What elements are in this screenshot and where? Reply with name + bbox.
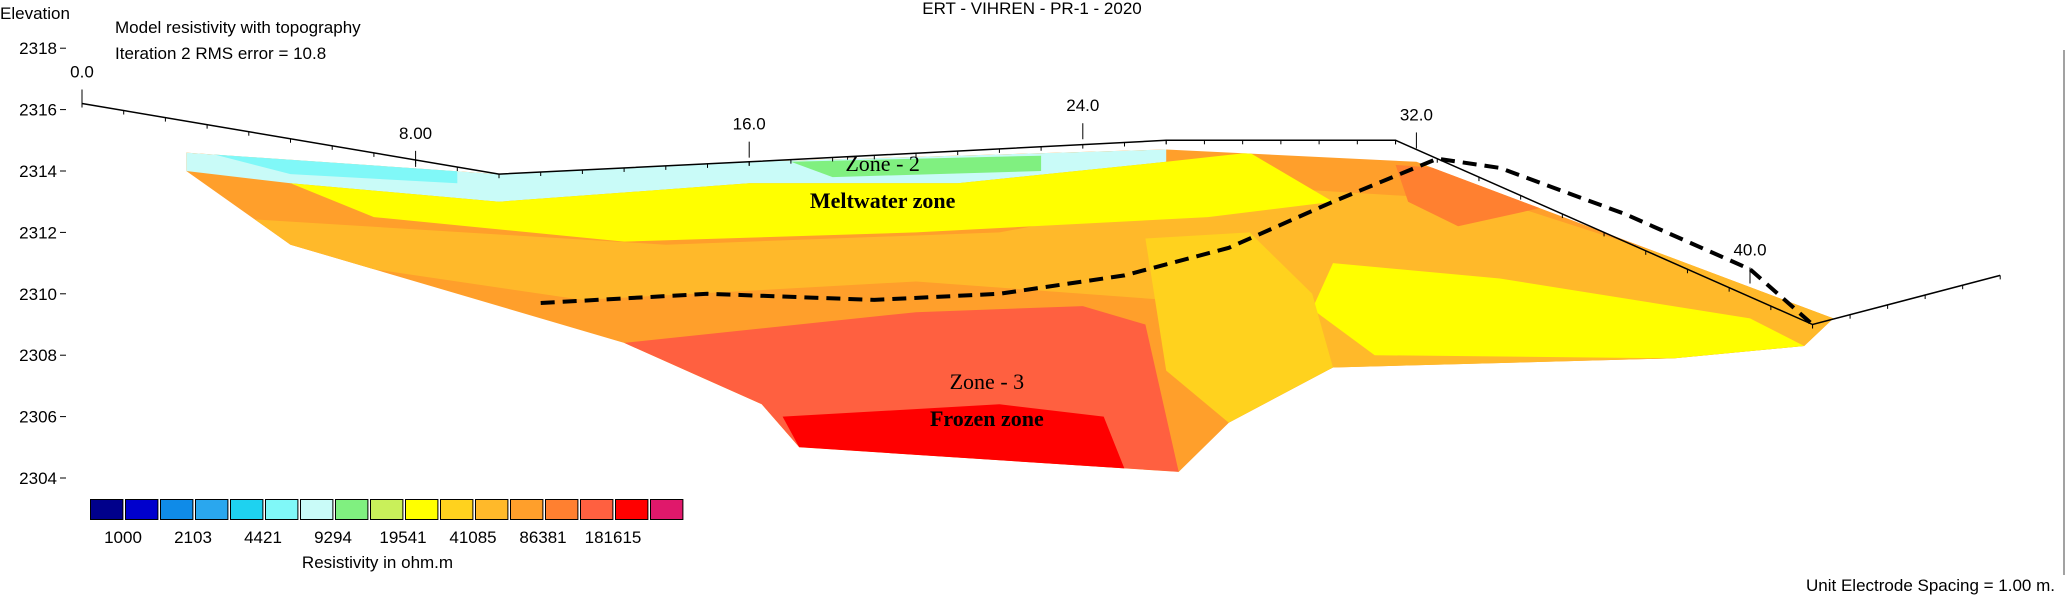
zone-number-label: Zone - 3 [950, 369, 1025, 394]
x-tick-label: 32.0 [1400, 105, 1433, 124]
region-cyan-left [207, 152, 458, 184]
legend-swatch [160, 499, 194, 520]
y-axis: 2318 2316 2314 2312 2310 2308 2306 2304 [19, 39, 66, 488]
y-tick-label: 2316 [19, 101, 57, 120]
legend-swatch [405, 499, 439, 520]
legend-tick-label: 4421 [244, 528, 282, 547]
x-tick-label: 0.0 [70, 62, 94, 81]
legend-swatch [440, 499, 474, 520]
zone-name-label: Meltwater zone [810, 188, 956, 213]
legend-tick-label: 86381 [519, 528, 566, 547]
subtitle-line-1: Model resistivity with topography [115, 18, 361, 37]
section-layers [186, 149, 1834, 472]
legend-title: Resistivity in ohm.m [302, 553, 453, 572]
band-yellow-right [1312, 263, 1805, 359]
legend-swatch [510, 499, 544, 520]
x-tick-label: 24.0 [1066, 96, 1099, 115]
resistivity-section [186, 149, 1834, 472]
band-yellow-center [1145, 232, 1333, 423]
legend-swatch [650, 499, 684, 520]
y-tick-label: 2314 [19, 162, 57, 181]
electrode-spacing-note: Unit Electrode Spacing = 1.00 m. [1806, 576, 2055, 595]
x-tick-label: 40.0 [1733, 241, 1766, 260]
y-tick-label: 2312 [19, 223, 57, 242]
legend-tick-label: 9294 [314, 528, 352, 547]
x-axis-labels: 0.0 8.00 16.0 24.0 32.0 40.0 [70, 62, 1767, 284]
color-legend: 1000 2103 4421 9294 19541 41085 86381 181615 Res… [90, 499, 684, 572]
legend-swatch [300, 499, 334, 520]
topography-line [81, 102, 2001, 329]
legend-swatch [545, 499, 579, 520]
legend-tick-label: 1000 [104, 528, 142, 547]
y-tick-label: 2304 [19, 469, 57, 488]
y-axis-label: Elevation [0, 4, 70, 23]
zone-annotations: Zone - 2 Meltwater zone Zone - 3 Frozen zon… [810, 151, 1044, 431]
zone-number-label: Zone - 2 [845, 151, 920, 176]
legend-tick-label: 2103 [174, 528, 212, 547]
legend-swatch [265, 499, 299, 520]
zone-name-label: Frozen zone [930, 406, 1044, 431]
subtitle-line-2: Iteration 2 RMS error = 10.8 [115, 44, 326, 63]
legend-swatch [615, 499, 649, 520]
region-mid-yellow [290, 152, 1333, 242]
legend-tick-label: 41085 [449, 528, 496, 547]
zone-boundary-line [540, 156, 1814, 326]
legend-swatch [335, 499, 369, 520]
y-tick-label: 2310 [19, 285, 57, 304]
region-green-center [790, 155, 1042, 178]
legend-swatch [230, 499, 264, 520]
legend-swatch [370, 499, 404, 520]
legend-tick-label: 19541 [379, 528, 426, 547]
x-tick-label: 8.00 [399, 124, 432, 143]
boundary-dashed [540, 156, 1814, 326]
y-tick-label: 2308 [19, 346, 57, 365]
legend-swatch [195, 499, 229, 520]
y-tick-label: 2318 [19, 39, 57, 58]
x-tick-label: 16.0 [733, 115, 766, 134]
region-right-red [1395, 164, 1542, 227]
legend-swatch [580, 499, 614, 520]
region-frozen-core [782, 404, 1125, 469]
legend-swatch [475, 499, 509, 520]
legend-tick-label: 181615 [585, 528, 642, 547]
legend-swatch [90, 499, 124, 520]
y-tick-label: 2306 [19, 408, 57, 427]
legend-swatch [125, 499, 159, 520]
chart-title: ERT - VIHREN - PR-1 - 2020 [922, 0, 1142, 18]
